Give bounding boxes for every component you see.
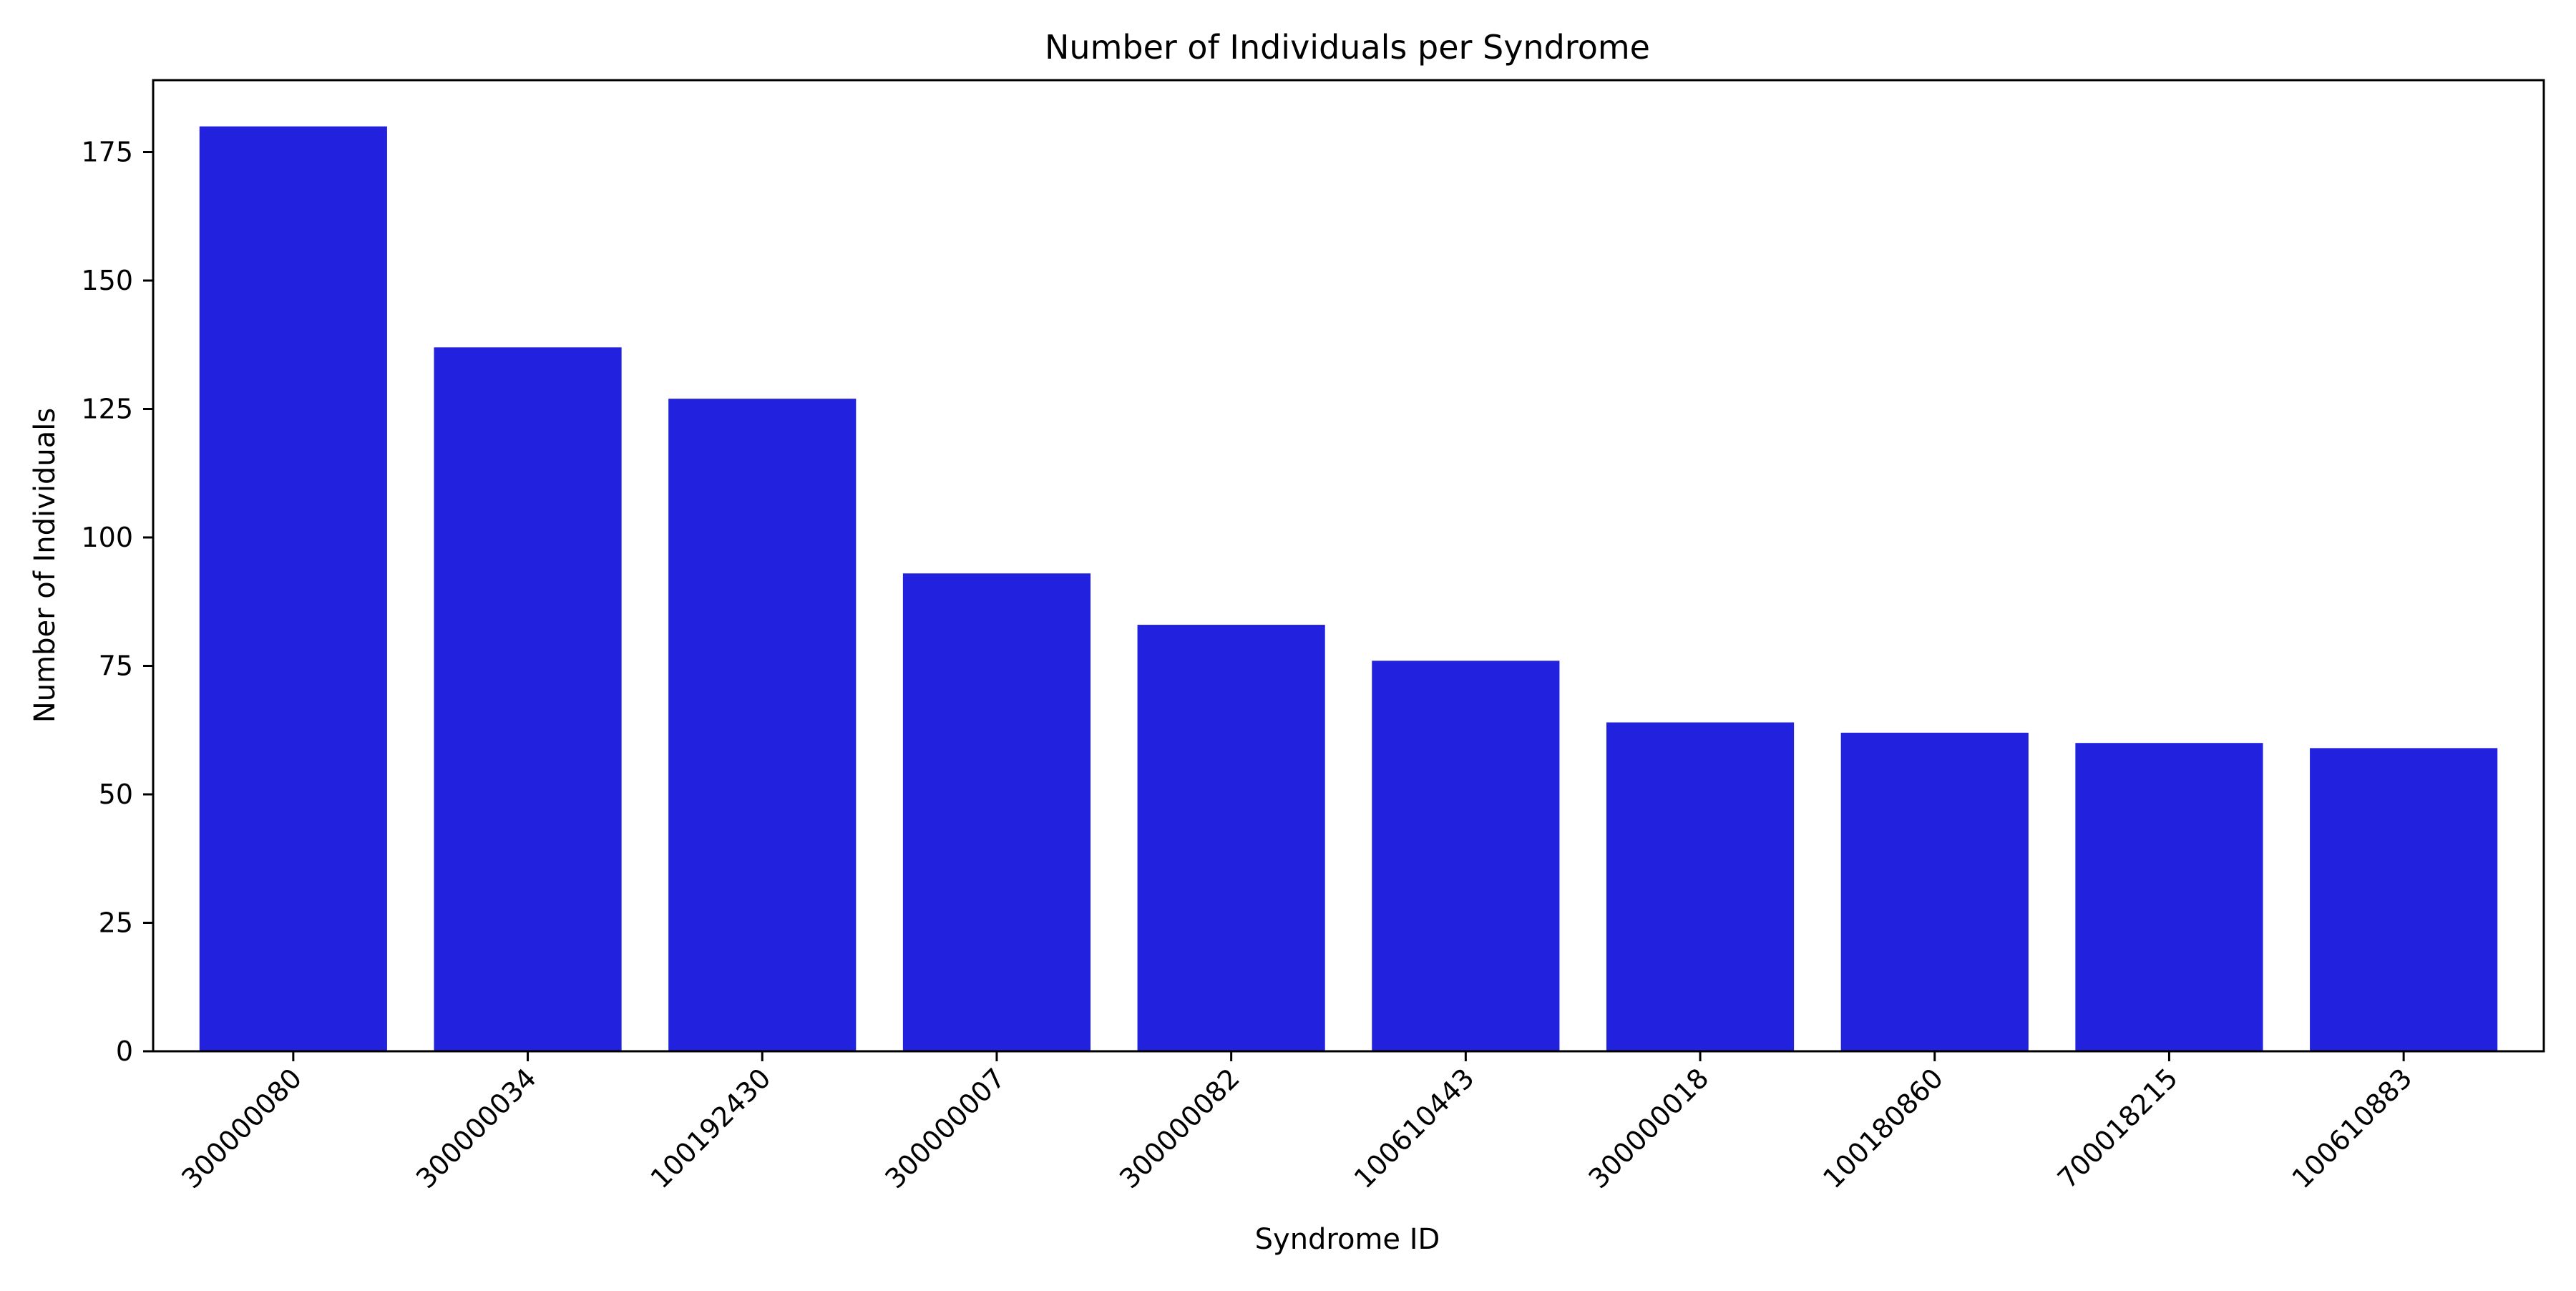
bar-700018215 [2075, 743, 2263, 1051]
bar-300000018 [1606, 722, 1795, 1051]
y-tick-label: 50 [99, 779, 133, 810]
bar-300000082 [1137, 625, 1325, 1051]
bars-layer [199, 126, 2498, 1052]
chart-title: Number of Individuals per Syndrome [1045, 28, 1650, 67]
y-tick-label: 100 [81, 522, 133, 553]
y-tick-label: 125 [81, 394, 133, 425]
x-axis-label: Syndrome ID [1255, 1223, 1440, 1256]
y-axis: 0 25 50 75 100 125 150 175 [81, 137, 153, 1067]
y-tick-label: 0 [116, 1036, 133, 1067]
plot-frame [152, 79, 2545, 1053]
bar-100610443 [1372, 661, 1560, 1051]
bar-300000080 [199, 126, 387, 1052]
y-axis-label: Number of Individuals [29, 408, 62, 723]
bar-300000007 [902, 573, 1091, 1051]
y-tick-label: 25 [99, 907, 133, 939]
bar-300000034 [434, 347, 622, 1051]
y-tick-label: 175 [81, 137, 133, 168]
y-tick-label: 75 [99, 651, 133, 682]
y-tick-label: 150 [81, 265, 133, 296]
bar-100180860 [1840, 732, 2029, 1051]
bar-100610883 [2310, 748, 2498, 1051]
bar-100192430 [668, 399, 857, 1051]
